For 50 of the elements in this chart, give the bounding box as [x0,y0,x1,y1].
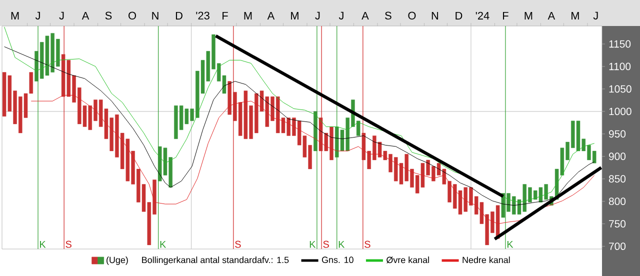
x-tick-label: J [315,12,320,20]
x-tick-label: A [548,12,556,20]
x-tick-label: A [362,12,369,20]
legend-label: (Uge) [106,256,128,265]
y-tick-label: 1050 [609,85,632,93]
x-tick-label: M [291,12,298,20]
y-tick-label: 1100 [609,62,631,70]
ref-line-label: S [364,240,370,248]
x-tick-label: N [432,12,438,20]
x-tick-label: N [152,12,158,20]
x-tick-label: '23 [196,12,210,20]
x-tick-label: '24 [476,12,490,20]
x-tick-label: F [503,12,508,20]
x-tick-label: M [244,12,252,20]
x-tick-label: M [11,12,19,20]
y-tick-label: 900 [609,152,626,160]
x-tick-label: J [59,12,64,20]
ref-line-label: K [40,240,46,248]
x-tick-label: M [524,12,532,20]
x-tick-label: A [82,12,90,20]
legend-label: Nedre kanal [462,256,510,264]
ref-line-label: S [235,240,241,248]
legend-label: Gns. 10 [322,256,354,263]
x-tick-label: A [267,12,275,20]
x-tick-label: S [385,12,392,20]
x-tick-label: D [176,12,182,20]
x-tick-label: J [338,12,344,20]
x-tick-label: O [408,12,416,20]
y-tick-label: 1150 [609,40,631,48]
x-tick-label: F [222,12,228,20]
ref-line-label: K [310,240,316,248]
ref-line-label: K [507,240,514,248]
ref-line-label: S [323,240,329,248]
x-tick-label: J [593,12,598,20]
legend-label: Øvre kanal [386,256,429,264]
ref-line-label: S [66,240,72,248]
y-tick-label: 1000 [609,108,632,116]
y-tick-label: 950 [609,130,626,138]
x-tick-label: D [456,12,462,20]
y-tick-label: 750 [609,220,626,228]
x-tick-label: J [35,12,40,20]
legend-title: Bollingerkanal antal standardafv.: 1.5 [142,256,289,265]
ref-line-label: K [338,240,345,248]
x-tick-label: M [572,12,579,20]
x-tick-label: O [128,12,136,20]
y-tick-label: 800 [608,198,626,206]
y-tick-label: 700 [609,242,626,250]
x-tick-label: S [105,12,112,20]
y-tick-label: 850 [608,175,626,183]
ref-line-label: K [160,240,166,248]
